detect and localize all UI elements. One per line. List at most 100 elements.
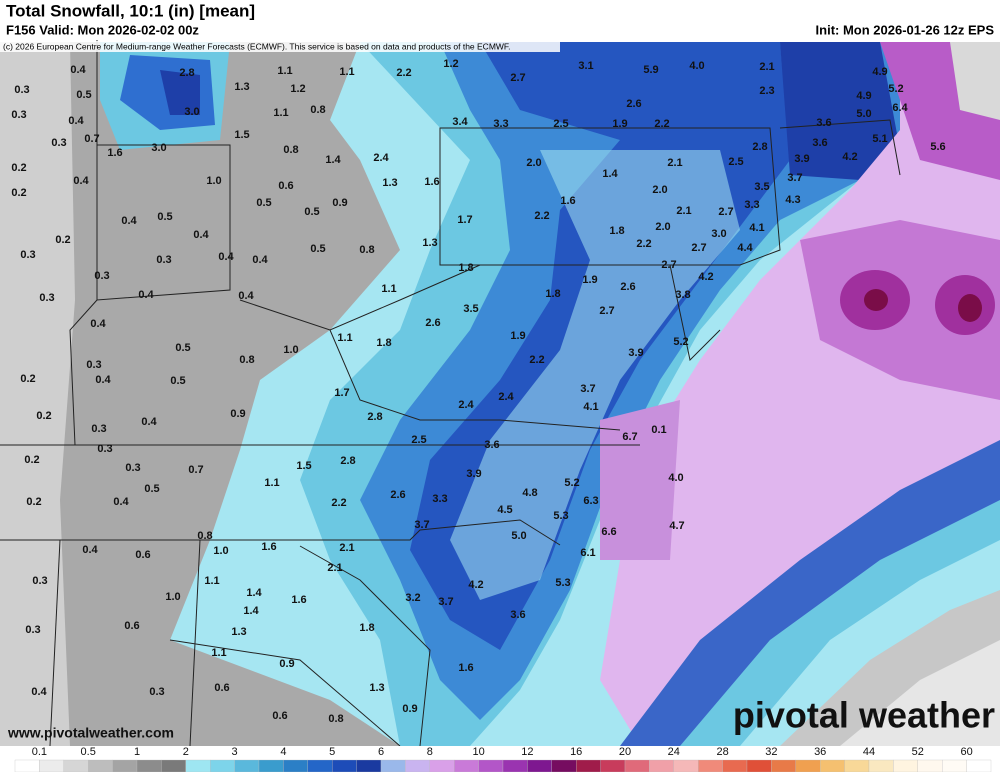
legend-label: 44 bbox=[863, 746, 875, 758]
snow-value: 0.4 bbox=[141, 416, 157, 428]
snow-value: 3.3 bbox=[744, 199, 759, 211]
snow-value: 2.1 bbox=[676, 205, 691, 217]
legend-swatch bbox=[746, 759, 772, 772]
snow-value: 1.1 bbox=[381, 283, 396, 295]
snow-value: 5.0 bbox=[856, 108, 871, 120]
snow-value: 0.6 bbox=[278, 180, 293, 192]
snow-value: 3.5 bbox=[754, 181, 769, 193]
snow-value: 2.4 bbox=[373, 152, 389, 164]
snow-value: 4.2 bbox=[698, 271, 713, 283]
snow-value: 0.3 bbox=[20, 249, 35, 261]
snow-value: 1.7 bbox=[334, 387, 349, 399]
snow-value: 0.2 bbox=[36, 410, 51, 422]
snow-value: 2.5 bbox=[553, 118, 568, 130]
snow-value: 1.6 bbox=[458, 662, 473, 674]
snow-value: 2.5 bbox=[728, 156, 743, 168]
snow-value: 2.1 bbox=[327, 562, 342, 574]
snow-value: 0.8 bbox=[359, 244, 374, 256]
snow-value: 2.7 bbox=[718, 206, 733, 218]
legend-swatch bbox=[795, 759, 821, 772]
legend-swatch bbox=[210, 759, 235, 772]
snow-value: 2.7 bbox=[510, 72, 525, 84]
snow-value: 1.8 bbox=[376, 337, 391, 349]
legend-label: 20 bbox=[619, 746, 631, 758]
snow-value: 2.2 bbox=[529, 354, 544, 366]
legend-swatch bbox=[600, 759, 626, 772]
snow-value: 0.4 bbox=[82, 544, 98, 556]
snow-value: 1.0 bbox=[165, 591, 180, 603]
snow-value: 0.5 bbox=[157, 211, 172, 223]
legend-swatch bbox=[624, 759, 650, 772]
snow-value: 2.2 bbox=[636, 238, 651, 250]
snow-value: 6.6 bbox=[601, 526, 616, 538]
snow-value: 3.9 bbox=[628, 347, 643, 359]
snow-value: 4.2 bbox=[468, 579, 483, 591]
legend-label: 1 bbox=[134, 746, 140, 758]
value-labels: 0.4 2.8 1.1 1.1 2.21.22.73.1 5.9 4.0 2.1 4.90.3 0… bbox=[11, 58, 945, 725]
snow-value: 0.8 bbox=[310, 104, 325, 116]
legend-swatch bbox=[844, 759, 870, 772]
snow-value: 0.4 bbox=[73, 175, 89, 187]
snow-value: 0.3 bbox=[51, 137, 66, 149]
snow-value: 0.3 bbox=[39, 292, 54, 304]
snow-value: 0.5 bbox=[76, 89, 91, 101]
snow-value: 0.3 bbox=[25, 624, 40, 636]
snow-value: 4.9 bbox=[872, 66, 887, 78]
snow-value: 0.8 bbox=[283, 144, 298, 156]
snow-value: 2.8 bbox=[179, 67, 194, 79]
map bbox=[0, 40, 1000, 747]
snow-value: 5.2 bbox=[888, 83, 903, 95]
snow-value: 0.4 bbox=[70, 64, 86, 76]
snow-value: 1.7 bbox=[457, 214, 472, 226]
legend-label: 32 bbox=[765, 746, 777, 758]
snow-value: 6.7 bbox=[622, 431, 637, 443]
snow-value: 0.1 bbox=[651, 424, 666, 436]
snow-value: 4.1 bbox=[749, 222, 764, 234]
snow-value: 2.1 bbox=[339, 542, 354, 554]
legend-swatch bbox=[942, 759, 967, 772]
snow-value: 0.3 bbox=[14, 84, 29, 96]
snow-value: 1.6 bbox=[291, 594, 306, 606]
legend-label: 36 bbox=[814, 746, 826, 758]
snow-value: 1.1 bbox=[337, 332, 352, 344]
legend-swatch bbox=[698, 759, 723, 772]
snow-value: 1.6 bbox=[107, 147, 122, 159]
snow-value: 3.0 bbox=[711, 228, 726, 240]
legend-swatch bbox=[332, 759, 357, 772]
legend-label: 8 bbox=[427, 746, 433, 758]
snow-value: 2.8 bbox=[752, 141, 767, 153]
snow-value: 1.1 bbox=[204, 575, 219, 587]
legend-label: 6 bbox=[378, 746, 384, 758]
snow-value: 0.3 bbox=[94, 270, 109, 282]
snow-value: 0.2 bbox=[20, 373, 35, 385]
snow-value: 1.9 bbox=[582, 274, 597, 286]
legend-swatch bbox=[576, 759, 601, 772]
snow-value: 1.4 bbox=[325, 154, 341, 166]
snow-value: 0.7 bbox=[84, 133, 99, 145]
snow-value: 1.3 bbox=[369, 682, 384, 694]
legend-swatch bbox=[161, 759, 186, 772]
legend-label: 0.5 bbox=[81, 746, 96, 758]
legend-label: 5 bbox=[329, 746, 335, 758]
snow-value: 0.3 bbox=[86, 359, 101, 371]
snow-value: 1.4 bbox=[243, 605, 259, 617]
snow-value: 3.6 bbox=[812, 137, 827, 149]
snow-value: 1.5 bbox=[296, 460, 311, 472]
snow-value: 0.9 bbox=[332, 197, 347, 209]
snow-value: 1.1 bbox=[277, 65, 292, 77]
snow-value: 3.3 bbox=[493, 118, 508, 130]
snow-value: 3.7 bbox=[580, 383, 595, 395]
snow-value: 4.0 bbox=[668, 472, 683, 484]
snow-value: 3.4 bbox=[452, 116, 468, 128]
snow-value: 1.6 bbox=[424, 176, 439, 188]
legend-swatch bbox=[234, 759, 260, 772]
legend-swatch bbox=[722, 759, 748, 772]
snow-value: 3.1 bbox=[578, 60, 593, 72]
snow-value: 2.3 bbox=[759, 85, 774, 97]
snow-value: 0.2 bbox=[55, 234, 70, 246]
snow-value: 2.1 bbox=[759, 61, 774, 73]
snow-value: 3.6 bbox=[484, 439, 499, 451]
snow-value: 0.8 bbox=[239, 354, 254, 366]
legend-swatch bbox=[966, 759, 992, 772]
snow-value: 0.3 bbox=[32, 575, 47, 587]
